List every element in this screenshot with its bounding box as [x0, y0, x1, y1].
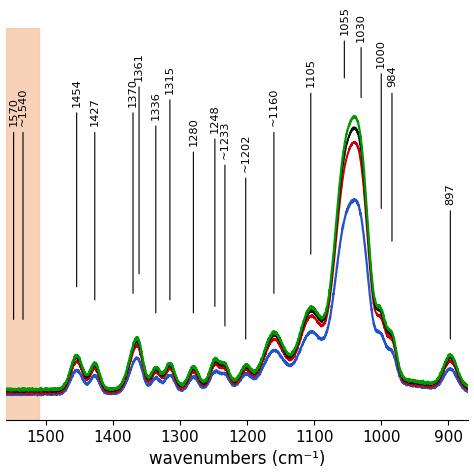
Text: ~1160: ~1160 [269, 88, 279, 127]
Text: ~1233: ~1233 [220, 120, 230, 159]
Text: 1370: 1370 [128, 78, 138, 107]
Text: 897: 897 [446, 183, 456, 205]
Text: 1570: 1570 [9, 97, 18, 127]
Text: 1030: 1030 [356, 12, 366, 42]
Text: 1248: 1248 [210, 104, 220, 133]
X-axis label: wavenumbers (cm⁻¹): wavenumbers (cm⁻¹) [149, 450, 325, 468]
Text: 1280: 1280 [188, 117, 199, 146]
Text: ~1540: ~1540 [18, 88, 28, 127]
Text: 1105: 1105 [306, 58, 316, 87]
Text: 1361: 1361 [134, 52, 144, 81]
Text: 1000: 1000 [376, 39, 386, 68]
Text: 1454: 1454 [72, 78, 82, 107]
Bar [6, 28, 39, 420]
Text: 1315: 1315 [165, 65, 175, 94]
Text: 1055: 1055 [339, 6, 349, 35]
Text: ~1202: ~1202 [241, 134, 251, 172]
Text: 984: 984 [387, 65, 397, 87]
Text: 1336: 1336 [151, 91, 161, 120]
Text: 1427: 1427 [90, 98, 100, 127]
